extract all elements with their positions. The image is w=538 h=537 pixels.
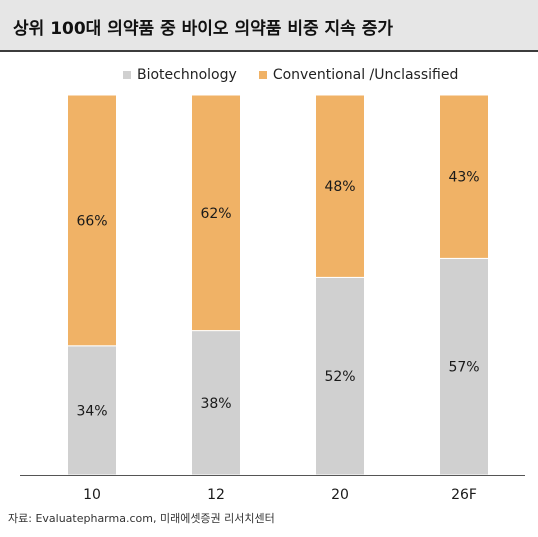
data-label-biotechnology-12: 38% bbox=[200, 396, 231, 412]
legend-label-biotechnology: Biotechnology bbox=[137, 67, 237, 83]
x-tick-label-12: 12 bbox=[207, 487, 225, 503]
legend-swatch-conventional bbox=[258, 71, 267, 79]
legend-item-biotechnology: Biotechnology bbox=[123, 67, 237, 83]
legend-swatch-biotechnology bbox=[123, 71, 131, 79]
data-label-conventional-26F: 43% bbox=[448, 170, 479, 186]
x-tick-label-20: 20 bbox=[331, 487, 349, 503]
bar-conventional-12 bbox=[191, 94, 241, 332]
data-label-conventional-10: 66% bbox=[76, 213, 107, 229]
bar-conventional-20 bbox=[315, 94, 365, 278]
data-label-biotechnology-10: 34% bbox=[76, 403, 107, 419]
chart-title: 상위 100대 의약품 중 바이오 의약품 비중 지속 증가 bbox=[0, 0, 538, 50]
data-label-biotechnology-26F: 57% bbox=[448, 360, 479, 376]
bar-conventional-26F bbox=[439, 94, 489, 259]
bar-conventional-10 bbox=[67, 94, 117, 347]
data-label-conventional-12: 62% bbox=[200, 206, 231, 222]
legend-label-conventional: Conventional /Unclassified bbox=[272, 67, 459, 83]
legend: Biotechnology Conventional /Unclassified bbox=[123, 66, 480, 84]
data-label-conventional-20: 48% bbox=[324, 179, 355, 195]
x-tick-label-10: 10 bbox=[83, 487, 101, 503]
bar-biotechnology-10 bbox=[67, 345, 117, 476]
legend-item-conventional: Conventional /Unclassified bbox=[258, 67, 459, 83]
source-note: 자료: Evaluatepharma.com, 미래에셋증권 리서치센터 bbox=[8, 512, 275, 525]
x-tick-label-26F: 26F bbox=[451, 487, 477, 503]
title-divider bbox=[0, 50, 538, 52]
data-label-biotechnology-20: 52% bbox=[324, 369, 355, 385]
